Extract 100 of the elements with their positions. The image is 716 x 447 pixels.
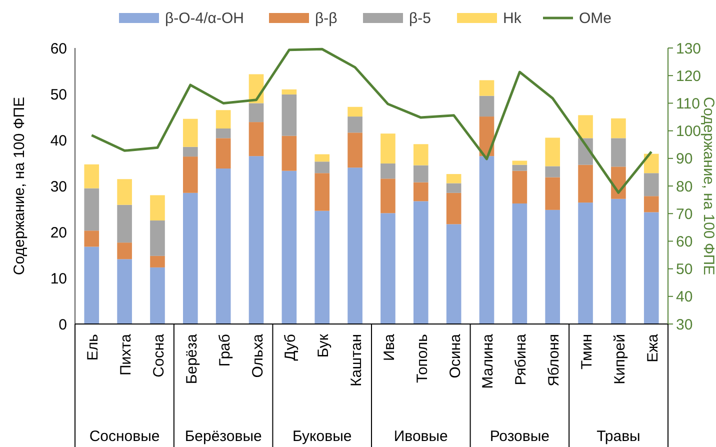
- bar: [282, 89, 297, 94]
- x-tick-label: Бук: [315, 334, 332, 358]
- x-tick-label: Яблоня: [546, 334, 563, 386]
- x-tick-label: Дуб: [282, 334, 300, 361]
- text: Травы: [596, 428, 640, 445]
- bar: [216, 138, 231, 169]
- legend-label: β-β: [315, 10, 338, 27]
- bar: [578, 115, 593, 138]
- y-tick-label: 40: [50, 132, 67, 150]
- bar: [348, 132, 362, 168]
- bar: [644, 173, 659, 196]
- bar: [446, 224, 462, 324]
- bar: [545, 138, 560, 166]
- bar: [84, 188, 100, 231]
- x-tick-label: Граб: [216, 334, 234, 367]
- legend-label: β-O-4/α-OH: [165, 10, 244, 27]
- bar: [380, 163, 396, 179]
- bar: [413, 201, 428, 324]
- y-tick-label: 20: [50, 224, 67, 242]
- bar: [545, 210, 560, 324]
- y-tick-label: 0: [58, 316, 67, 334]
- y-tick-label: 60: [50, 40, 67, 58]
- y2-tick-label: 130: [676, 40, 702, 58]
- bar: [117, 259, 132, 324]
- bar: [380, 178, 396, 214]
- bar: [314, 210, 330, 324]
- x-tick-label: Тополь: [414, 334, 431, 384]
- y2-tick-label: 40: [676, 288, 693, 306]
- bar: [314, 173, 330, 211]
- y2-tick-label: 30: [676, 316, 693, 334]
- text: Сосновые: [89, 428, 160, 445]
- bar: [512, 160, 528, 165]
- bar: [512, 164, 528, 171]
- bar: [117, 242, 132, 260]
- y-tick-label: 10: [50, 270, 67, 288]
- text: Розовые: [490, 428, 550, 445]
- bar: [84, 246, 100, 324]
- bar: [150, 256, 165, 268]
- y2-tick-label: 50: [676, 261, 693, 278]
- bar: [545, 177, 560, 210]
- line-series: [90, 48, 653, 194]
- bar: [117, 179, 132, 205]
- y2-tick-label: 60: [676, 233, 693, 250]
- bar: [216, 168, 231, 324]
- bar: [479, 156, 494, 324]
- y2-tick-label: 90: [676, 150, 693, 168]
- bar: [282, 136, 297, 171]
- legend-label: Hk: [503, 10, 522, 27]
- x-tick-label: Ежа: [644, 333, 662, 362]
- x-tick-label: Сосна: [150, 333, 168, 378]
- y-tick-label: 50: [50, 86, 67, 104]
- x-tick-label: Каштан: [348, 334, 366, 386]
- x-tick-label: Тмин: [578, 334, 596, 370]
- bar: [282, 94, 297, 136]
- bar: [578, 202, 593, 324]
- x-tick-label: Ольха: [249, 333, 266, 378]
- bar: [150, 267, 165, 324]
- bar: [348, 116, 362, 133]
- bar: [248, 103, 264, 122]
- bar: [578, 164, 593, 203]
- y2-tick-label: 100: [676, 123, 702, 140]
- bar: [446, 174, 462, 184]
- bar: [150, 220, 165, 256]
- bar: [216, 128, 231, 138]
- text: Буковые: [292, 428, 352, 445]
- bar: [644, 212, 659, 324]
- bar: [183, 192, 198, 324]
- x-tick-label: Малина: [480, 333, 497, 389]
- bar: [84, 164, 100, 188]
- bar: [348, 106, 362, 117]
- bar: [248, 122, 264, 156]
- bar: [446, 183, 462, 193]
- legend-label: β-5: [409, 10, 431, 27]
- bar: [380, 134, 396, 164]
- legend-label: OMe: [579, 10, 612, 27]
- text: Берёзовые: [184, 428, 262, 445]
- bar: [380, 213, 396, 324]
- x-tick-label: Берёза: [183, 333, 200, 384]
- bar: [446, 192, 462, 224]
- x-tick-label: Ива: [380, 333, 398, 361]
- y-tick-label: 30: [50, 178, 67, 196]
- bar: [117, 204, 132, 243]
- bar: [512, 170, 528, 204]
- bar: [150, 195, 165, 220]
- bar: [479, 96, 494, 117]
- bar: [84, 230, 100, 247]
- bar: [512, 203, 528, 324]
- bar: [644, 196, 659, 212]
- bar: [413, 182, 428, 202]
- bar: [644, 154, 659, 174]
- bar: [183, 156, 198, 193]
- x-tick-label: Пихта: [118, 333, 135, 376]
- bar: [611, 118, 626, 138]
- y2-tick-label: 120: [676, 68, 702, 85]
- bar: [611, 198, 626, 324]
- y-axis-title: Содержание, на 100 ФПЕ: [11, 96, 28, 276]
- bar: [216, 110, 231, 128]
- bar: [545, 166, 560, 178]
- y2-tick-label: 70: [676, 206, 693, 223]
- bar: [314, 162, 330, 174]
